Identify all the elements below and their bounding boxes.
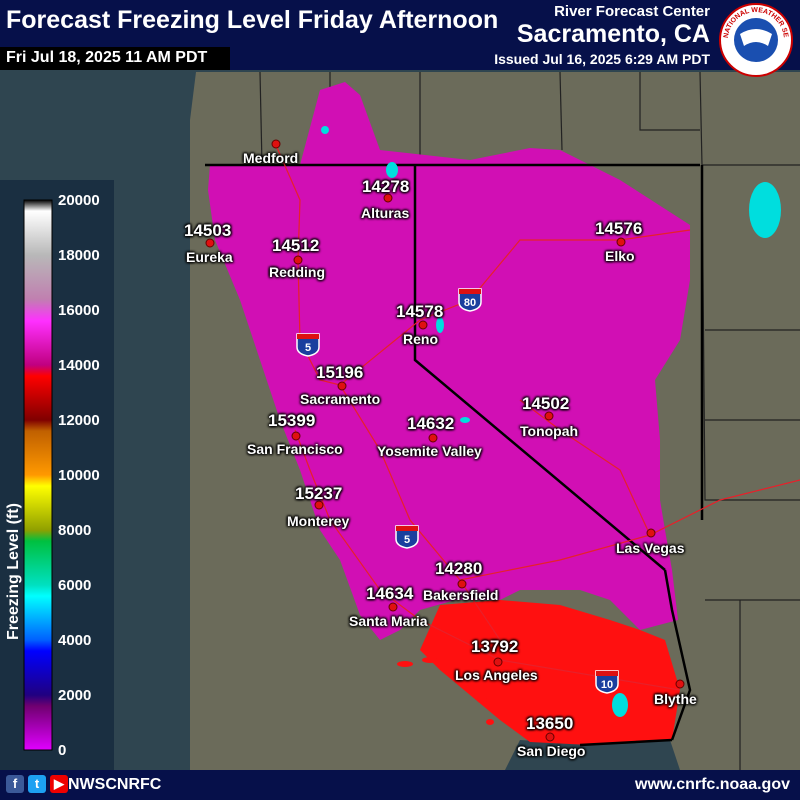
station-medford-city: Medford [243,150,299,166]
website-link[interactable]: www.cnrfc.noaa.gov [635,776,790,793]
station-markers [205,139,685,742]
station-tonopah-city: Tonopah [520,423,579,439]
legend-tick: 20000 [58,192,100,209]
station-monterey-city: Monterey [287,513,350,529]
station-alturas-value: 14278 [362,177,410,196]
station-eureka-value: 14503 [184,221,232,240]
freezing-level-14000-16000 [208,82,690,640]
station-san-francisco-city: San Francisco [247,441,343,457]
facebook-icon[interactable]: f [6,775,24,793]
legend-tick: 4000 [58,632,92,649]
station-yosemite-value: 14632 [407,414,455,433]
station-redding-city: Redding [269,264,325,280]
product-title: Forecast Freezing Level Friday Afternoon [6,6,499,34]
i5-south-label: 5 [404,534,410,546]
legend-tick: 0 [58,742,67,759]
i5-north-label: 5 [305,342,311,354]
station-bakersfield-city: Bakersfield [423,587,499,603]
social-handle: NWSCNRFC [68,776,162,793]
twitter-icon[interactable]: t [28,775,46,793]
header-bar: Forecast Freezing Level Friday Afternoon… [0,0,800,70]
station-alturas-city: Alturas [361,205,410,221]
station-los-angeles-city: Los Angeles [455,667,538,683]
issued-time: Issued Jul 16, 2025 6:29 AM PDT [494,51,710,67]
lakes [321,126,781,717]
valid-time: Fri Jul 18, 2025 11 AM PDT [6,49,208,66]
station-elko-city: Elko [605,248,635,264]
nws-logo: NATIONAL WEATHER SERVICE [718,2,793,77]
station-blythe-city: Blythe [654,691,697,707]
station-sacramento-value: 15196 [316,363,364,382]
station-san-diego-value: 13650 [526,714,574,733]
agency-name: River Forecast Center [554,3,710,20]
station-san-diego-city: San Diego [517,743,586,759]
valid-time-band [0,47,230,70]
legend-tick: 18000 [58,247,100,264]
station-santa-maria-value: 14634 [366,584,414,603]
youtube-icon[interactable]: ▶ [50,775,68,793]
station-san-francisco-value: 15399 [268,411,316,430]
legend-tick: 16000 [58,302,100,319]
station-redding-value: 14512 [272,236,320,255]
station-eureka-city: Eureka [186,249,233,265]
i5-south-shield: 5 [395,525,419,549]
legend-tick: 10000 [58,467,100,484]
station-reno-city: Reno [403,331,438,347]
station-bakersfield-value: 14280 [435,559,483,578]
station-monterey-value: 15237 [295,484,343,503]
station-los-angeles-value: 13792 [471,637,519,656]
i5-north-shield: 5 [296,333,320,357]
interstate-shields: 80 5 5 10 [296,288,619,694]
station-sacramento-city: Sacramento [300,391,381,407]
channel-islands [397,657,494,725]
i10-shield: 10 [595,670,619,694]
legend-tick: 2000 [58,687,92,704]
i80-label: 80 [464,297,476,309]
station-santa-maria-city: Santa Maria [349,613,428,629]
legend-colorbar: Freezing Level (ft) [5,199,53,751]
legend-tick: 8000 [58,522,92,539]
station-tonopah-value: 14502 [522,394,570,413]
station-elko-value: 14576 [595,219,643,238]
legend-tick: 12000 [58,412,100,429]
footer-bar: NWSCNRFC www.cnrfc.noaa.gov [0,770,800,800]
highways [274,142,800,691]
station-las-vegas-city: Las Vegas [616,540,685,556]
i80-shield: 80 [458,288,482,312]
office-name: Sacramento, CA [516,20,710,48]
station-reno-value: 14578 [396,302,444,321]
state-borders [205,163,704,747]
i10-label: 10 [601,679,613,691]
legend-title: Freezing Level (ft) [5,503,22,640]
station-yosemite-city: Yosemite Valley [377,443,482,459]
legend-tick: 14000 [58,357,100,374]
legend: Freezing Level (ft) 20000 18000 16000 14… [0,180,114,770]
legend-tick: 6000 [58,577,92,594]
